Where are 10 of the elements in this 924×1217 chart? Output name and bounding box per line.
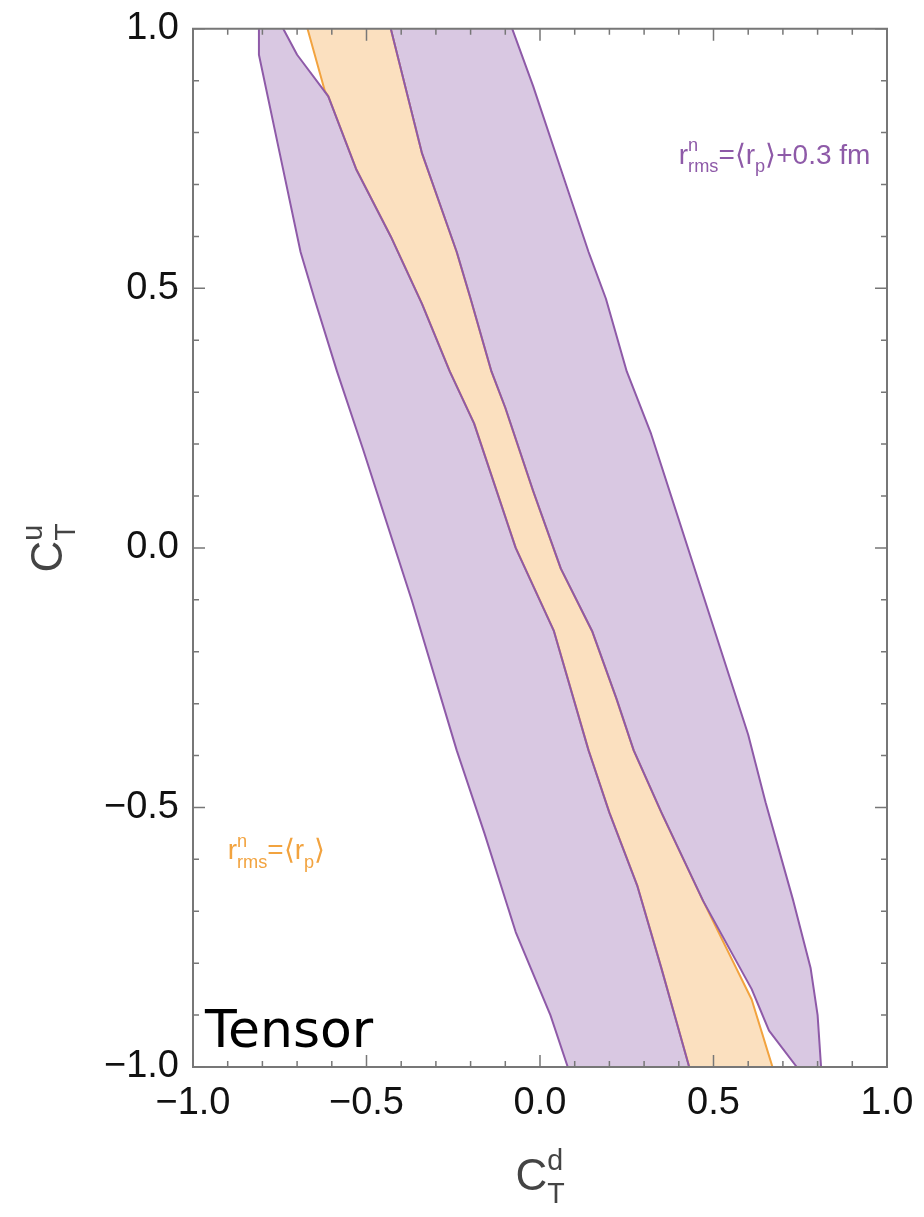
y-tick-label: 0.5 <box>126 264 179 307</box>
y-tick-label: −0.5 <box>103 783 179 826</box>
x-tick-label: 1.0 <box>860 1080 914 1123</box>
y-axis-title: CTu <box>16 523 82 573</box>
y-tick-label: 1.0 <box>126 5 179 48</box>
x-tick-label: 0.5 <box>687 1080 740 1123</box>
y-tick-label: 0.0 <box>126 524 179 567</box>
x-tick-label: 0.0 <box>513 1080 567 1123</box>
x-tick-label: −0.5 <box>328 1080 405 1123</box>
annotation: Tensor <box>204 999 374 1059</box>
